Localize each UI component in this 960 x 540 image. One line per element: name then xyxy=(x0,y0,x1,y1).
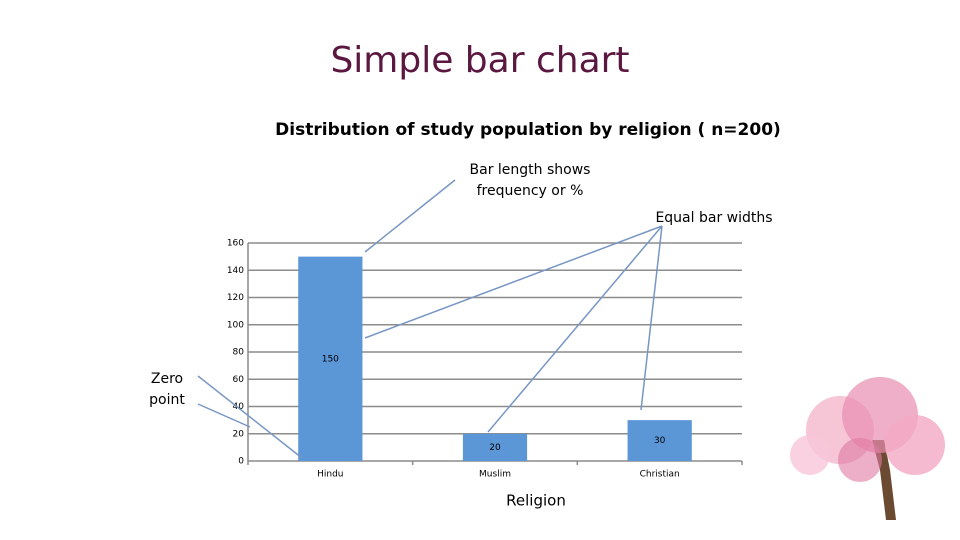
callout-line xyxy=(364,179,456,253)
callout-line xyxy=(197,375,303,459)
data-label: 150 xyxy=(322,354,339,364)
bar xyxy=(298,256,363,461)
callout-line xyxy=(197,403,251,428)
chart-title: Distribution of study population by reli… xyxy=(275,120,781,140)
annotation: point xyxy=(149,392,185,408)
slide-title: Simple bar chart xyxy=(330,40,629,81)
x-tick-label: Muslim xyxy=(479,470,511,480)
annotation: Equal bar widths xyxy=(655,210,772,226)
y-tick-label: 120 xyxy=(227,293,244,303)
data-label: 30 xyxy=(654,436,666,446)
data-label: 20 xyxy=(489,443,501,453)
callouts xyxy=(197,179,663,459)
y-tick-label: 100 xyxy=(227,320,244,330)
callout-line xyxy=(640,225,663,411)
annotation: frequency or % xyxy=(477,183,584,199)
bar xyxy=(462,433,528,461)
x-axis-label: Religion xyxy=(506,492,566,510)
y-tick-label: 60 xyxy=(233,375,245,385)
annotation: Bar length shows xyxy=(470,162,591,178)
y-tick-label: 20 xyxy=(233,429,245,439)
y-tick-label: 0 xyxy=(238,457,244,467)
y-tick-label: 160 xyxy=(227,239,244,249)
bar xyxy=(627,420,692,461)
plot: 020406080100120140160Hindu150Muslim20Chr… xyxy=(227,239,743,480)
x-tick-label: Hindu xyxy=(317,470,343,480)
x-tick-label: Christian xyxy=(640,470,680,480)
y-tick-label: 140 xyxy=(227,266,244,276)
annotation: Zero xyxy=(151,371,183,387)
tree-decoration xyxy=(790,377,945,520)
y-tick-label: 80 xyxy=(233,348,245,358)
callout-line xyxy=(487,225,663,433)
callout-line xyxy=(364,225,663,339)
